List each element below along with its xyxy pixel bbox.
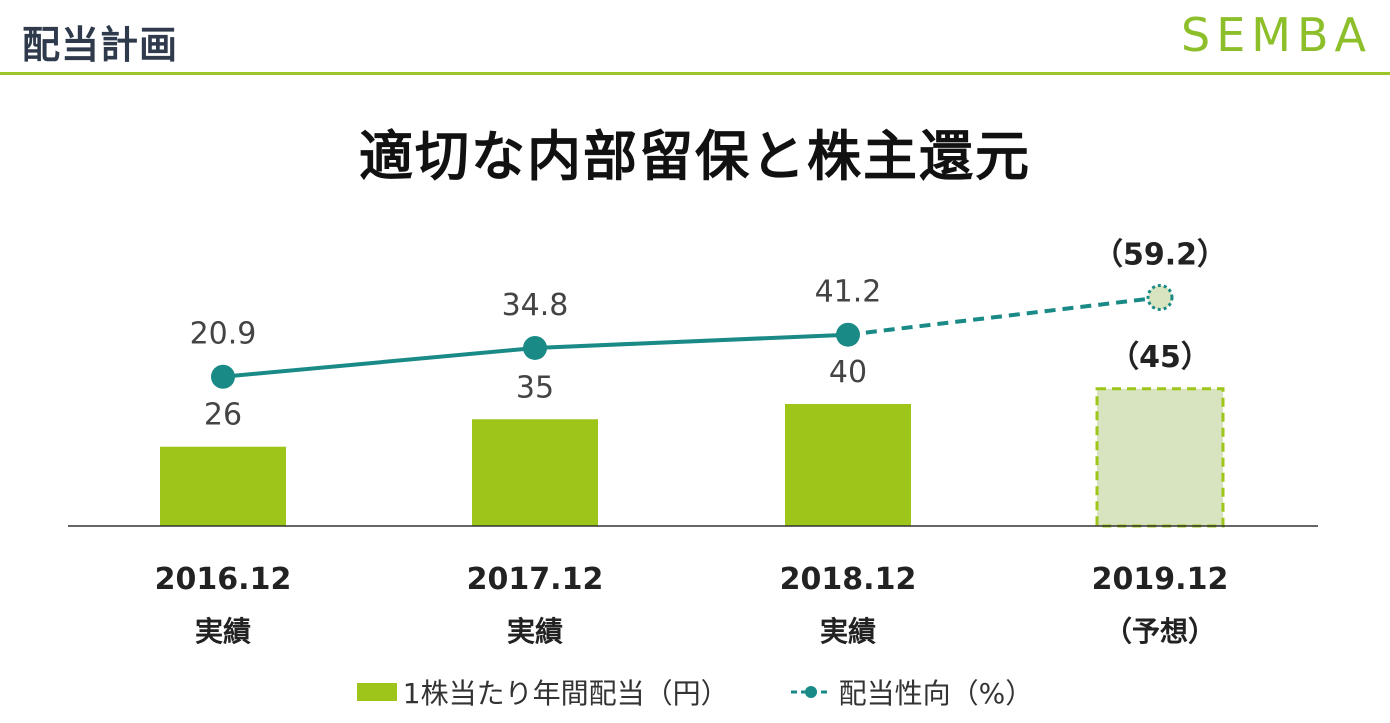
payout-point — [836, 322, 860, 347]
bar-value-label: 26 — [204, 398, 242, 433]
payout-line-forecast — [847, 295, 1161, 337]
x-tick-sublabel: （予想） — [1104, 615, 1216, 648]
bar-value-label: （45） — [1109, 340, 1211, 375]
company-logo: SEMBA — [1181, 8, 1372, 62]
legend-bar-swatch — [356, 683, 397, 701]
payout-point-forecast — [1146, 283, 1174, 311]
x-tick-label: 2017.12 — [467, 562, 604, 597]
header-divider — [0, 72, 1390, 75]
x-tick-label: 2018.12 — [780, 562, 917, 597]
payout-value-label: 41.2 — [815, 275, 882, 310]
bar — [160, 446, 286, 526]
bar-value-label: 40 — [829, 355, 867, 390]
bar-value-label: 35 — [516, 370, 554, 405]
legend-label-payout: 配当性向（%） — [838, 677, 1034, 710]
legend-item-dividend: 1株当たり年間配当（円） — [356, 672, 729, 712]
payout-point — [211, 364, 235, 389]
legend-item-payout: 配当性向（%） — [789, 672, 1034, 712]
payout-value-label: （59.2） — [1093, 237, 1227, 272]
legend-line-swatch — [790, 686, 831, 698]
payout-point — [523, 335, 547, 360]
bar — [472, 419, 598, 526]
slide-title: 適切な内部留保と株主還元 — [359, 125, 1031, 188]
payout-value-label: 34.8 — [502, 288, 569, 323]
page-header-title: 配当計画 — [22, 23, 179, 67]
chart-legend: 1株当たり年間配当（円） 配当性向（%） — [0, 672, 1390, 712]
payout-value-label: 20.9 — [190, 317, 257, 352]
x-tick-label: 2016.12 — [155, 562, 292, 597]
bar-forecast — [1095, 387, 1225, 528]
x-tick-label: 2019.12 — [1092, 562, 1229, 597]
x-tick-sublabel: 実績 — [820, 615, 876, 648]
x-tick-sublabel: 実績 — [507, 615, 563, 648]
legend-label-dividend: 1株当たり年間配当（円） — [402, 677, 729, 710]
x-tick-sublabel: 実績 — [195, 615, 251, 648]
bar — [785, 404, 911, 526]
